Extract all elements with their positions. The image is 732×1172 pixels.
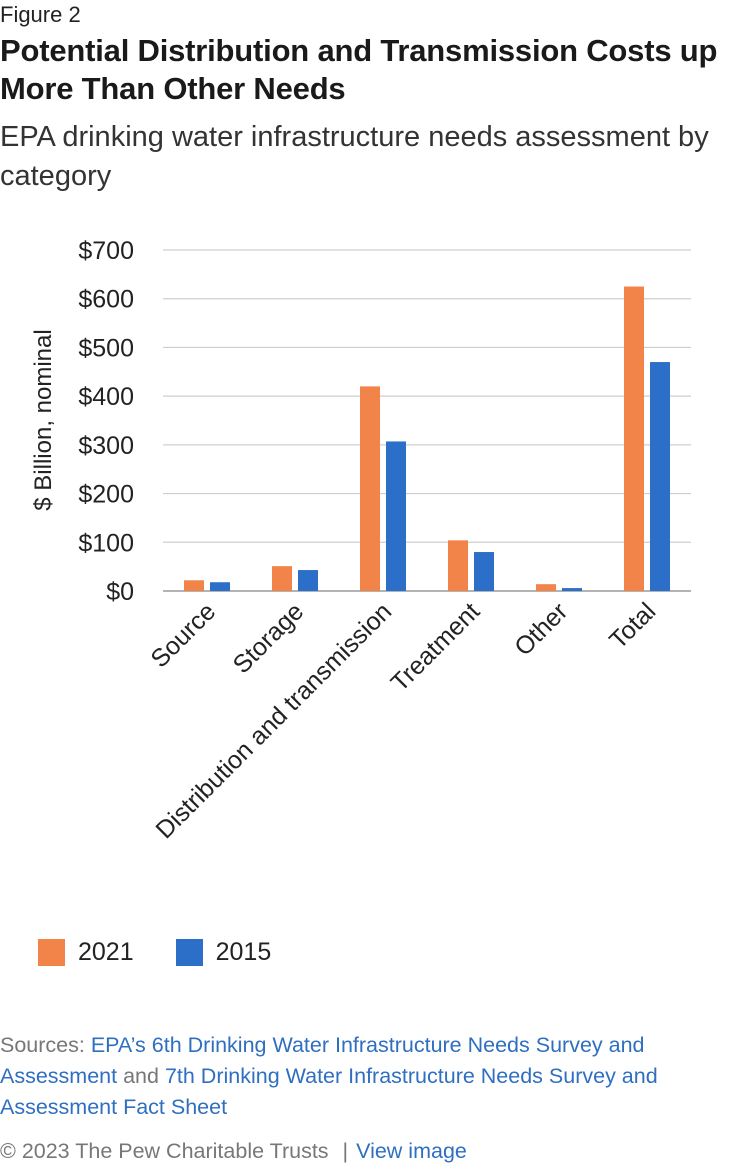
y-axis-ticks: $0 $100 $200 $300 $400 $500 $600 $700 bbox=[78, 237, 134, 606]
view-image-link[interactable]: View image bbox=[356, 1139, 467, 1163]
chart-subtitle: EPA drinking water infrastructure needs … bbox=[0, 121, 709, 192]
bar-2015-other bbox=[562, 588, 582, 591]
sources-connector: and bbox=[117, 1064, 165, 1088]
chart-title: Potential Distribution and Transmission … bbox=[0, 33, 718, 106]
bar-2015-total bbox=[650, 362, 670, 591]
legend-swatch-2021 bbox=[38, 939, 65, 966]
copyright: © 2023 The Pew Charitable Trusts bbox=[0, 1139, 329, 1163]
bar-2015-source bbox=[210, 582, 230, 591]
legend-swatch-2015 bbox=[175, 939, 203, 966]
bar-2015-storage bbox=[298, 570, 318, 591]
legend-label-2021: 2021 bbox=[78, 938, 134, 966]
x-tick-label: Storage bbox=[228, 597, 310, 679]
chart-legend: 2021 2015 bbox=[38, 938, 313, 967]
legend-item-2021: 2021 bbox=[38, 938, 134, 967]
y-tick-label: $0 bbox=[106, 578, 134, 606]
y-tick-label: $300 bbox=[78, 432, 134, 460]
bar-2021-total bbox=[624, 286, 644, 591]
y-tick-label: $700 bbox=[78, 237, 134, 265]
gridlines bbox=[163, 249, 691, 592]
bar-2015-distribution-and-transmission bbox=[386, 441, 406, 591]
x-tick-label: Total bbox=[604, 597, 661, 654]
bar-2021-distribution-and-transmission bbox=[360, 386, 380, 591]
bar-2021-treatment bbox=[448, 540, 468, 591]
bar-2021-other bbox=[536, 584, 556, 591]
legend-item-2015: 2015 bbox=[175, 938, 272, 967]
sources-note: Sources: EPA’s 6th Drinking Water Infras… bbox=[0, 1030, 732, 1123]
y-tick-label: $100 bbox=[78, 529, 134, 557]
footer-separator: | bbox=[342, 1139, 349, 1163]
bars bbox=[184, 286, 670, 591]
y-tick-label: $500 bbox=[78, 334, 134, 362]
figure-label: Figure 2 bbox=[0, 2, 81, 27]
legend-label-2015: 2015 bbox=[215, 938, 272, 966]
source-link-7th-survey[interactable]: 7th Drinking Water Infrastructure Needs … bbox=[0, 1064, 658, 1119]
bar-2021-storage bbox=[272, 566, 292, 591]
y-tick-label: $200 bbox=[78, 481, 134, 509]
x-tick-label: Other bbox=[509, 597, 573, 661]
sources-prefix: Sources: bbox=[0, 1033, 91, 1057]
footer: © 2023 The Pew Charitable Trusts | View … bbox=[0, 1139, 467, 1164]
y-tick-label: $600 bbox=[78, 286, 134, 314]
x-tick-label: Treatment bbox=[386, 597, 486, 697]
bar-2015-treatment bbox=[474, 552, 494, 591]
x-tick-label: Source bbox=[145, 597, 221, 673]
bar-chart: $0 $100 $200 $300 $400 $500 $600 $700 Source Sto… bbox=[30, 237, 691, 844]
source-link-6th-survey[interactable]: EPA’s 6th Drinking Water Infrastructure … bbox=[0, 1033, 645, 1088]
bar-2021-source bbox=[184, 580, 204, 591]
y-tick-label: $400 bbox=[78, 383, 134, 411]
y-axis-label: $ Billion, nominal bbox=[30, 329, 57, 510]
